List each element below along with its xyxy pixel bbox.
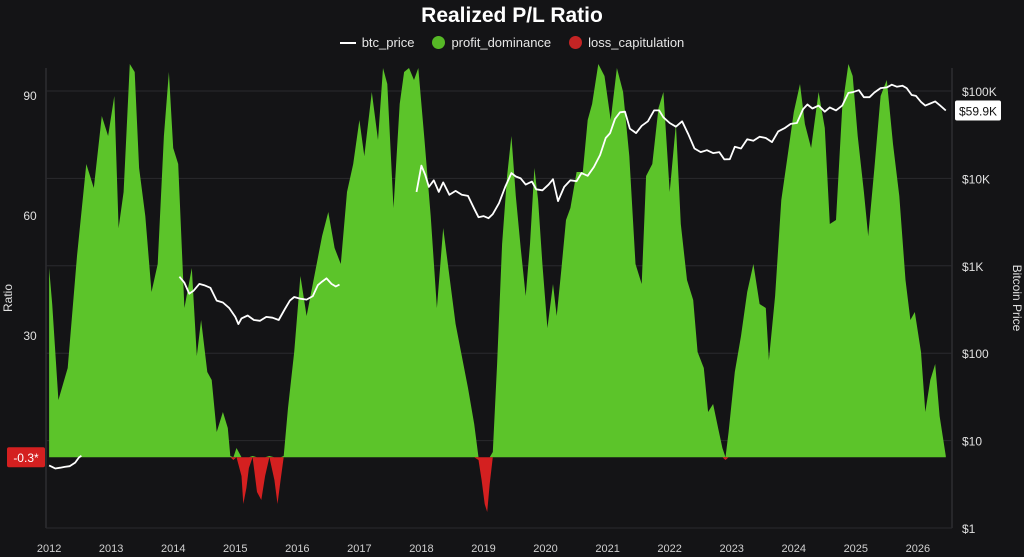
area-layer [49, 64, 946, 512]
legend-dot-marker [432, 36, 446, 49]
current-price-badge-label: $59.9K [959, 104, 997, 118]
x-axis-tick-label: 2016 [285, 543, 309, 555]
current-price-badge-bg [955, 100, 1001, 121]
x-axis-tick-label: 2022 [657, 543, 681, 555]
ratio-baseline-badge-bg [7, 447, 45, 468]
x-axis-tick-label: 2013 [99, 543, 123, 555]
legend-label-profit-dominance: profit_dominance [451, 35, 552, 50]
x-axis-tick-label: 2019 [471, 543, 495, 555]
axis-layer: $100K $10K $1K $100 $10 $1 90 60 30 2012 2013 2014 2… [1, 85, 1024, 555]
profit-dominance-area [49, 64, 946, 458]
btc-price-line [178, 276, 340, 325]
right-axis-title: Bitcoin Price [1010, 265, 1024, 332]
x-axis-tick-label: 2021 [595, 543, 619, 555]
current-price-badge: $59.9K [955, 100, 1001, 121]
right-axis-tick-label: $10K [962, 172, 990, 186]
chart-legend: btc_price profit_dominance loss_capitula… [0, 35, 1024, 50]
x-axis-tick-label: 2023 [719, 543, 743, 555]
x-axis-tick-label: 2014 [161, 543, 185, 555]
legend-item-loss-capitulation[interactable]: loss_capitulation [569, 35, 684, 50]
left-axis-tick-label: 60 [23, 209, 37, 223]
right-axis-tick-label: $100K [962, 85, 997, 99]
legend-label-btc-price: btc_price [361, 35, 415, 50]
right-axis-tick-label: $10 [962, 435, 982, 449]
x-axis-tick-label: 2024 [782, 543, 806, 555]
x-axis-tick-label: 2025 [844, 543, 868, 555]
btc-price-line [415, 83, 947, 220]
ratio-baseline-badge-label: -0.3* [13, 451, 39, 465]
x-axis-tick-label: 2018 [409, 543, 433, 555]
legend-dot-marker [569, 36, 583, 49]
chart-title: Realized P/L Ratio [421, 4, 603, 27]
legend-item-profit-dominance[interactable]: profit_dominance [432, 35, 551, 50]
right-axis-tick-label: $100 [962, 347, 989, 361]
legend-line-marker [339, 41, 356, 44]
x-axis-tick-label: 2015 [223, 543, 247, 555]
ratio-baseline-badge: -0.3* [7, 447, 45, 468]
x-axis-tick-label: 2020 [533, 543, 557, 555]
right-axis-tick-label: $1 [962, 522, 976, 536]
left-axis-title: Ratio [1, 284, 15, 312]
legend-label-loss-capitulation: loss_capitulation [588, 35, 685, 50]
legend-item-btc-price[interactable]: btc_price [339, 35, 415, 50]
loss-capitulation-area [49, 457, 946, 512]
x-axis-tick-label: 2012 [37, 543, 61, 555]
left-axis-tick-label: 90 [23, 89, 37, 103]
price-layer [48, 83, 947, 470]
left-axis-tick-label: 30 [23, 329, 37, 343]
x-axis-tick-label: 2017 [347, 543, 371, 555]
right-axis-tick-label: $1K [962, 260, 983, 274]
x-axis-tick-label: 2026 [906, 543, 930, 555]
btc-price-line [48, 455, 82, 470]
